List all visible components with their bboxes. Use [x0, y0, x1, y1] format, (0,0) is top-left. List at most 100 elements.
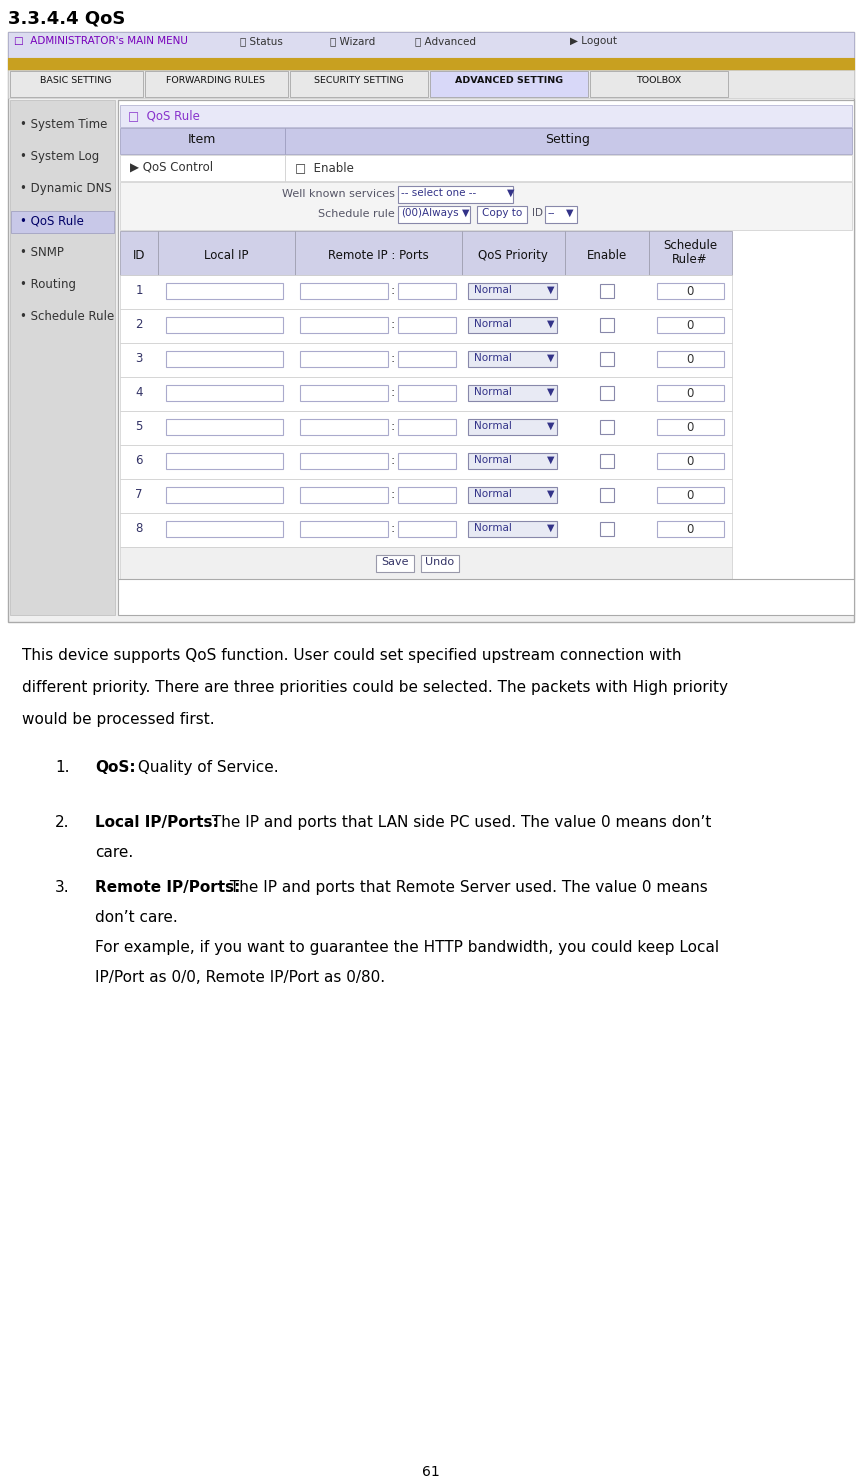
Text: ▼: ▼: [547, 285, 554, 295]
Text: Normal: Normal: [474, 353, 511, 364]
Text: :: :: [391, 488, 395, 502]
Text: 0: 0: [685, 490, 693, 502]
Bar: [285, 154, 851, 181]
Bar: [166, 283, 282, 298]
Bar: [120, 275, 731, 309]
Bar: [656, 418, 723, 435]
Bar: [300, 384, 387, 401]
Bar: [120, 411, 731, 445]
Bar: [300, 283, 387, 298]
Text: ▶ Logout: ▶ Logout: [569, 36, 616, 46]
Bar: [300, 418, 387, 435]
Text: 0: 0: [685, 319, 693, 332]
Bar: [120, 343, 731, 377]
Text: 🏛 Advanced: 🏛 Advanced: [414, 36, 475, 46]
Text: • QoS Rule: • QoS Rule: [20, 214, 84, 227]
Bar: [398, 384, 455, 401]
Bar: [300, 453, 387, 469]
Bar: [10, 99, 115, 614]
Bar: [120, 105, 851, 128]
Bar: [468, 384, 556, 401]
Bar: [120, 128, 285, 154]
Text: Schedule rule: Schedule rule: [318, 209, 394, 220]
Text: :: :: [391, 318, 395, 331]
Text: This device supports QoS function. User could set specified upstream connection : This device supports QoS function. User …: [22, 649, 681, 663]
Bar: [468, 521, 556, 537]
Bar: [564, 232, 648, 275]
Text: 3.3.4.4 QoS: 3.3.4.4 QoS: [8, 10, 125, 28]
Bar: [398, 283, 455, 298]
Bar: [166, 521, 282, 537]
Bar: [468, 453, 556, 469]
Text: BASIC SETTING: BASIC SETTING: [40, 76, 112, 85]
Text: Normal: Normal: [474, 522, 511, 533]
Bar: [398, 418, 455, 435]
Bar: [599, 454, 613, 467]
Text: ▼: ▼: [547, 387, 554, 398]
Text: FORWARDING RULES: FORWARDING RULES: [166, 76, 265, 85]
Bar: [656, 453, 723, 469]
Bar: [166, 318, 282, 332]
Bar: [118, 99, 853, 614]
Text: Local IP/Ports:: Local IP/Ports:: [95, 815, 219, 830]
Text: 2: 2: [135, 318, 143, 331]
Text: ▼: ▼: [547, 319, 554, 329]
Text: 61: 61: [422, 1465, 439, 1480]
Text: Save: Save: [381, 556, 408, 567]
Bar: [398, 186, 512, 203]
Text: :: :: [391, 386, 395, 399]
Bar: [544, 206, 576, 223]
Text: Copy to: Copy to: [481, 208, 522, 218]
Text: The IP and ports that LAN side PC used. The value 0 means don’t: The IP and ports that LAN side PC used. …: [207, 815, 710, 830]
Bar: [468, 487, 556, 503]
Bar: [11, 211, 114, 233]
Bar: [8, 70, 853, 98]
Text: :: :: [391, 454, 395, 467]
Text: Remote IP/Ports:: Remote IP/Ports:: [95, 880, 240, 895]
Text: don’t care.: don’t care.: [95, 910, 177, 925]
Bar: [166, 352, 282, 367]
Text: IP/Port as 0/0, Remote IP/Port as 0/80.: IP/Port as 0/0, Remote IP/Port as 0/80.: [95, 971, 385, 985]
Text: ▼: ▼: [547, 522, 554, 533]
Bar: [648, 232, 731, 275]
Bar: [599, 283, 613, 298]
Bar: [145, 71, 288, 96]
Text: Schedule: Schedule: [662, 239, 716, 252]
Text: care.: care.: [95, 844, 133, 861]
Bar: [166, 453, 282, 469]
Text: Local IP: Local IP: [203, 249, 248, 263]
Text: 3: 3: [135, 352, 143, 365]
Bar: [300, 487, 387, 503]
Bar: [289, 71, 428, 96]
Text: --: --: [548, 208, 554, 218]
Bar: [468, 352, 556, 367]
Text: Rule#: Rule#: [672, 252, 707, 266]
Text: QoS:: QoS:: [95, 760, 135, 775]
Bar: [398, 206, 469, 223]
Text: 0: 0: [685, 456, 693, 467]
Bar: [8, 33, 853, 622]
Text: Quality of Service.: Quality of Service.: [133, 760, 278, 775]
Text: 6: 6: [135, 454, 143, 467]
Text: • SNMP: • SNMP: [20, 246, 64, 260]
Text: ▼: ▼: [547, 456, 554, 464]
Text: □  Enable: □ Enable: [294, 160, 354, 174]
Text: different priority. There are three priorities could be selected. The packets wi: different priority. There are three prio…: [22, 680, 728, 695]
Text: • Routing: • Routing: [20, 278, 76, 291]
Bar: [285, 128, 851, 154]
Text: 1.: 1.: [55, 760, 70, 775]
Bar: [656, 384, 723, 401]
Text: □  ADMINISTRATOR's MAIN MENU: □ ADMINISTRATOR's MAIN MENU: [14, 36, 188, 46]
Bar: [375, 555, 413, 571]
Bar: [120, 513, 731, 548]
Text: • Dynamic DNS: • Dynamic DNS: [20, 183, 112, 194]
Text: Remote IP : Ports: Remote IP : Ports: [327, 249, 428, 263]
Bar: [656, 487, 723, 503]
Bar: [599, 420, 613, 433]
Bar: [8, 58, 853, 70]
Bar: [476, 206, 526, 223]
Bar: [120, 377, 731, 411]
Text: :: :: [391, 522, 395, 536]
Text: ADVANCED SETTING: ADVANCED SETTING: [455, 76, 562, 85]
Bar: [430, 71, 587, 96]
